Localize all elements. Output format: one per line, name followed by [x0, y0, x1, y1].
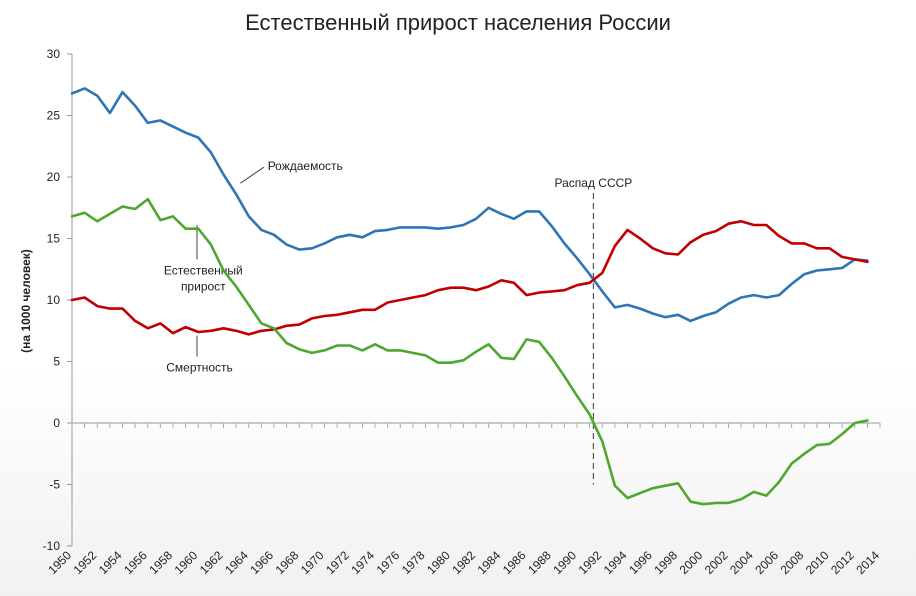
- x-tick-label: 1980: [424, 548, 453, 577]
- x-tick-label: 1958: [146, 548, 175, 577]
- x-tick-label: 2004: [727, 548, 756, 577]
- y-axis-title: (на 1000 человек): [19, 249, 33, 353]
- natural-growth-label-line1: Естественный: [164, 263, 243, 277]
- series-layer: [70, 87, 869, 506]
- annotation-layer: Распад СССР Рождаемость Естественный при…: [164, 159, 632, 485]
- x-tick-label: 1990: [550, 548, 579, 577]
- series-line: [70, 197, 869, 506]
- x-tick-label: 1956: [121, 548, 150, 577]
- series-line: [70, 87, 869, 323]
- x-tick-label: 1998: [651, 548, 680, 577]
- x-tick-label: 1976: [374, 548, 403, 577]
- y-tick-label: -5: [49, 478, 60, 492]
- x-tick-label: 2008: [778, 548, 807, 577]
- x-tick-label: 1996: [626, 548, 655, 577]
- x-tick-label: 1982: [449, 548, 478, 577]
- births-pointer: [240, 166, 265, 184]
- x-tick-label: 2002: [702, 548, 731, 577]
- x-tick-label: 1974: [348, 548, 377, 577]
- births-label: Рождаемость: [268, 159, 343, 173]
- y-tick-label: 20: [47, 170, 61, 184]
- y-tick-label: 0: [53, 416, 60, 430]
- x-tick-label: 1978: [399, 548, 428, 577]
- x-tick-label: 2010: [803, 548, 832, 577]
- chart-title: Естественный прирост населения России: [245, 10, 671, 35]
- y-tick-label: -10: [43, 539, 61, 553]
- y-tick-label: 30: [47, 47, 61, 61]
- x-tick-label: 1966: [247, 548, 276, 577]
- series-line: [70, 220, 869, 336]
- x-tick-label: 1962: [197, 548, 226, 577]
- x-tick-label: 2006: [752, 548, 781, 577]
- natural-growth-label-line2: прирост: [181, 279, 226, 293]
- x-tick-label: 1972: [323, 548, 352, 577]
- x-tick-label: 1964: [222, 548, 251, 577]
- x-tick-label: 2012: [828, 548, 857, 577]
- x-tick-label: 1984: [475, 548, 504, 577]
- x-tick-label: 1954: [96, 548, 125, 577]
- y-tick-label: 5: [53, 355, 60, 369]
- deaths-label: Смертность: [166, 361, 233, 375]
- x-tick-label: 1970: [298, 548, 327, 577]
- x-tick-label: 1992: [576, 548, 605, 577]
- y-tick-label: 25: [47, 109, 61, 123]
- ussr-collapse-label: Распад СССР: [555, 176, 633, 190]
- y-tick-label: 10: [47, 293, 61, 307]
- x-tick-label: 1952: [71, 548, 100, 577]
- x-tick-label: 1994: [601, 548, 630, 577]
- x-tick-label: 2014: [853, 548, 882, 577]
- x-tick-label: 1986: [500, 548, 529, 577]
- axes-layer: 302520151050-5-1019501952195419561958196…: [43, 47, 883, 577]
- y-tick-label: 15: [47, 232, 61, 246]
- x-tick-label: 1960: [172, 548, 201, 577]
- x-tick-label: 1988: [525, 548, 554, 577]
- x-tick-label: 2000: [677, 548, 706, 577]
- x-tick-label: 1968: [273, 548, 302, 577]
